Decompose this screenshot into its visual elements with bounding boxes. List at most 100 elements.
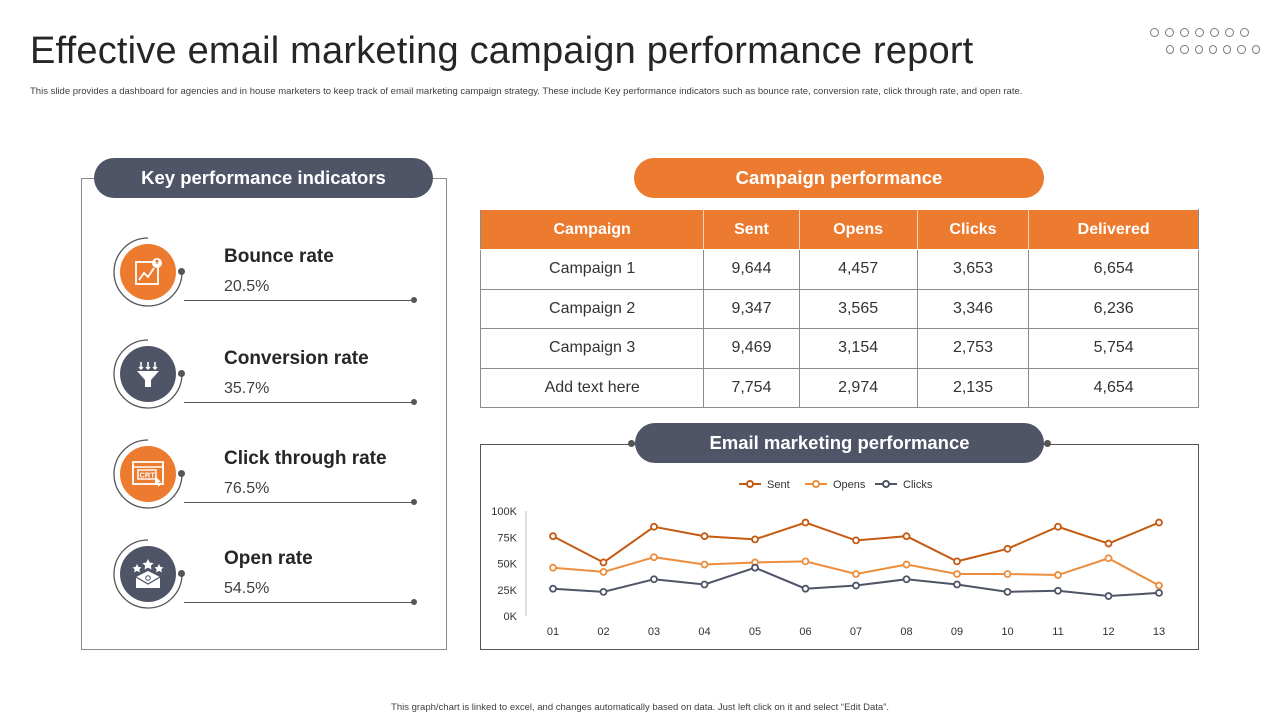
table-row: Campaign 2 9,347 3,565 3,346 6,236	[479, 288, 1199, 329]
y-tick-label: 0K	[504, 611, 518, 623]
kpi-open-rate: Open rate 54.5%	[112, 538, 422, 610]
kpi-label: Bounce rate	[224, 246, 334, 267]
data-point-clicks	[549, 584, 557, 593]
table-cell: Add text here	[479, 367, 705, 408]
data-point-clicks	[801, 584, 810, 593]
x-tick-label: 06	[799, 626, 811, 638]
data-point-opens	[801, 557, 810, 566]
data-point-opens	[549, 563, 557, 572]
funnel-icon	[120, 346, 176, 402]
data-point-sent	[1054, 522, 1062, 531]
data-point-opens	[852, 570, 860, 578]
data-point-sent	[549, 532, 557, 541]
table-cell: 7,754	[703, 367, 800, 408]
x-tick-label: 05	[749, 626, 761, 638]
x-tick-label: 04	[698, 626, 710, 638]
data-point-opens	[1054, 571, 1062, 579]
x-tick-label: 13	[1153, 626, 1165, 638]
table-cell: 3,565	[798, 288, 918, 329]
kpi-heading: Key performance indicators	[94, 158, 433, 198]
data-point-sent	[751, 535, 759, 544]
email-stars-icon	[120, 546, 176, 602]
x-tick-label: 10	[1001, 626, 1013, 638]
data-point-sent	[1104, 539, 1113, 548]
ctr-browser-icon: CRT	[120, 446, 176, 502]
data-point-clicks	[1003, 587, 1012, 596]
kpi-label: Conversion rate	[224, 348, 369, 369]
data-point-clicks	[1054, 586, 1062, 595]
kpi-bounce-rate: Bounce rate 20.5%	[112, 236, 422, 308]
data-point-clicks	[599, 587, 608, 596]
data-point-clicks	[751, 563, 759, 572]
table-row: Campaign 1 9,644 4,457 3,653 6,654	[479, 249, 1199, 290]
legend-marker	[812, 480, 820, 488]
kpi-value: 54.5%	[224, 580, 270, 597]
y-tick-label: 75K	[497, 532, 517, 544]
table-cell: 5,754	[1028, 328, 1199, 369]
legend-label: Opens	[833, 479, 866, 491]
table-cell: 9,469	[703, 328, 800, 369]
footer-note: This graph/chart is linked to excel, and…	[391, 702, 889, 713]
data-point-opens	[650, 553, 658, 562]
data-point-sent	[599, 558, 608, 567]
column-header: Delivered	[1028, 209, 1199, 250]
data-point-sent	[953, 557, 961, 566]
x-tick-label: 02	[597, 626, 609, 638]
table-cell: Campaign 1	[479, 249, 705, 290]
kpi-conversion-rate: Conversion rate 35.7%	[112, 338, 422, 410]
table-cell: 6,654	[1028, 249, 1199, 290]
x-tick-label: 11	[1052, 626, 1063, 638]
y-tick-label: 100K	[491, 506, 517, 518]
legend-marker	[746, 480, 754, 488]
data-point-opens	[902, 560, 911, 569]
table-cell: 4,457	[798, 249, 918, 290]
kpi-value: 76.5%	[224, 480, 270, 497]
data-point-sent	[801, 518, 810, 527]
x-tick-label: 09	[951, 626, 963, 638]
data-point-opens	[1003, 570, 1012, 578]
data-point-sent	[700, 532, 709, 541]
x-tick-label: 01	[547, 626, 559, 638]
data-point-sent	[902, 532, 911, 541]
data-point-opens	[700, 560, 709, 569]
data-point-sent	[1003, 544, 1012, 553]
kpi-ring	[113, 339, 183, 409]
data-point-clicks	[902, 575, 911, 584]
data-point-clicks	[650, 575, 658, 584]
data-point-opens	[1155, 581, 1163, 590]
data-point-clicks	[1155, 588, 1163, 597]
table-cell: 2,974	[798, 367, 918, 408]
page-subtitle: This slide provides a dashboard for agen…	[30, 86, 1023, 97]
table-cell: 3,346	[916, 288, 1030, 329]
kpi-value: 35.7%	[224, 380, 270, 397]
kpi-ring	[113, 237, 183, 307]
legend-label: Sent	[767, 479, 790, 491]
y-tick-label: 50K	[497, 559, 517, 571]
chart-title: Email marketing performance	[635, 423, 1044, 463]
kpi-ring	[113, 439, 183, 509]
decorative-dots	[1150, 28, 1260, 62]
data-point-opens	[599, 568, 608, 576]
data-point-opens	[1104, 554, 1113, 563]
column-header: Sent	[703, 209, 800, 250]
kpi-value: 20.5%	[224, 278, 270, 295]
email-performance-chart: 0K 25K 50K 75K 100K 01 02 03 04 05 06 07 08 09 10 11 12 1…	[491, 479, 1165, 638]
table-row: Add text here 7,754 2,974 2,135 4,654	[479, 367, 1199, 408]
table-row: Campaign 3 9,469 3,154 2,753 5,754	[479, 328, 1199, 369]
data-point-opens	[953, 570, 961, 578]
column-header: Opens	[798, 209, 918, 250]
kpi-click-through-rate: CRT Click through rate 76.5%	[112, 438, 422, 510]
table-cell: 3,154	[798, 328, 918, 369]
table-cell: Campaign 3	[479, 328, 705, 369]
data-point-sent	[1155, 518, 1163, 527]
x-tick-label: 03	[648, 626, 660, 638]
bounce-chart-icon	[120, 244, 176, 300]
campaign-heading: Campaign performance	[634, 158, 1044, 198]
table-cell: 6,236	[1028, 288, 1199, 329]
table-cell: Campaign 2	[479, 288, 705, 329]
table-cell: 9,644	[703, 249, 800, 290]
x-tick-label: 07	[850, 626, 862, 638]
data-point-clicks	[953, 580, 961, 589]
data-point-clicks	[700, 580, 709, 589]
table-header-row: Campaign Sent Opens Clicks Delivered	[479, 209, 1199, 250]
